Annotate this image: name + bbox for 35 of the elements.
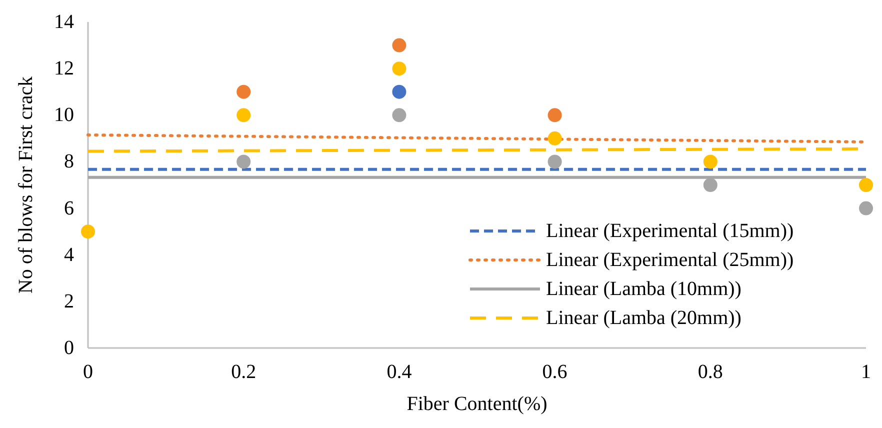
point	[392, 84, 406, 99]
point	[236, 154, 251, 169]
legend-label: Linear (Experimental (15mm))	[546, 220, 794, 242]
point	[859, 178, 873, 192]
y-tick-label: 14	[54, 11, 74, 33]
point	[81, 224, 95, 239]
legend-label: Linear (Experimental (25mm))	[546, 249, 794, 271]
point	[392, 38, 406, 52]
point	[548, 108, 562, 122]
y-tick-label: 4	[64, 244, 74, 266]
legend-label: Linear (Lamba (10mm))	[546, 278, 742, 300]
x-tick-label: 0	[83, 361, 93, 383]
point	[548, 154, 562, 169]
x-tick-label: 0.8	[698, 361, 723, 383]
y-tick-label: 12	[54, 58, 74, 80]
point	[236, 108, 251, 122]
y-tick-label: 10	[54, 104, 74, 126]
x-tick-label: 0.4	[386, 361, 412, 383]
point	[548, 131, 562, 146]
y-tick-label: 8	[64, 150, 74, 173]
point	[703, 154, 718, 169]
point	[859, 201, 873, 216]
y-axis-title: No of blows for First crack	[15, 76, 37, 294]
legend-label: Linear (Lamba (20mm))	[546, 307, 742, 329]
point	[236, 84, 251, 99]
point	[392, 62, 406, 76]
point	[703, 178, 718, 192]
x-tick-label: 0.2	[231, 361, 256, 383]
y-tick-label: 2	[64, 290, 74, 312]
x-tick-label: 1	[861, 361, 871, 383]
x-tick-label: 0.6	[542, 361, 568, 383]
x-axis-title: Fiber Content(%)	[406, 393, 548, 415]
point	[392, 108, 406, 122]
y-tick-label: 0	[64, 337, 74, 359]
y-tick-label: 6	[64, 197, 74, 220]
